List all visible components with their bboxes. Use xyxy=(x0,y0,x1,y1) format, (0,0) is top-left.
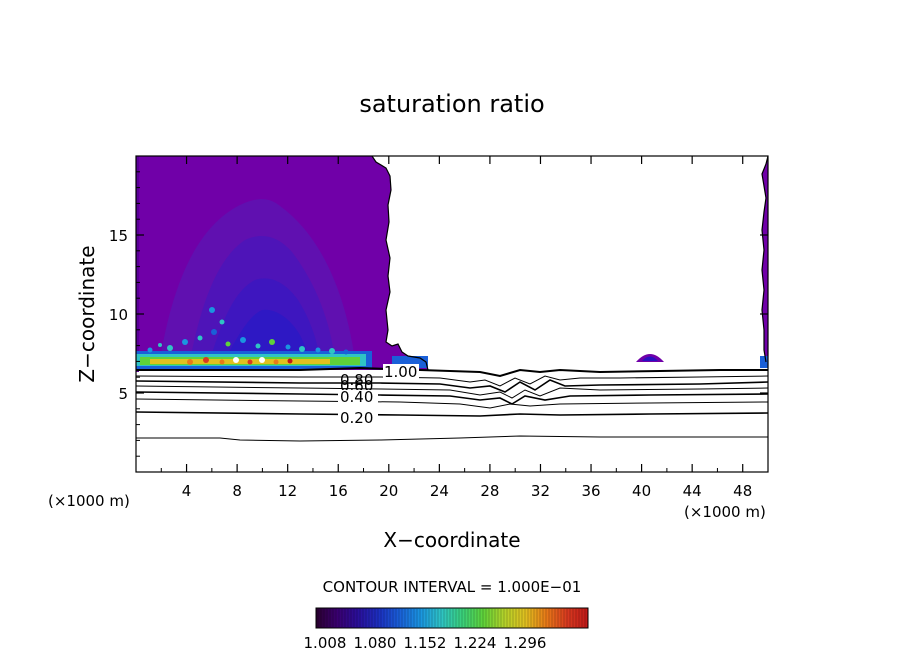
x-axis-label: X−coordinate xyxy=(383,528,520,552)
cloud-base-band-yellow xyxy=(150,359,330,364)
colorbar-tick-label: 1.152 xyxy=(404,634,447,652)
contour-label-0-80: 0.80 xyxy=(340,371,373,389)
y-axis-ticks: 5 10 15 xyxy=(109,171,768,457)
colorbar-tick-labels: 1.008 1.080 1.152 1.224 1.296 xyxy=(304,634,547,652)
contour-label-group: 1.00 0.80 0.60 0.40 0.20 xyxy=(338,363,419,427)
cloud-base-speckles xyxy=(147,307,349,365)
x-tick-label: 8 xyxy=(232,482,242,500)
x-tick-label: 16 xyxy=(329,482,348,500)
y-tick-label: 5 xyxy=(118,385,128,403)
x-tick-label: 40 xyxy=(632,482,651,500)
x-tick-label: 28 xyxy=(480,482,499,500)
y-axis-label: Z−coordinate xyxy=(75,245,99,382)
contour-label-1-00: 1.00 xyxy=(384,363,417,381)
x-tick-label: 36 xyxy=(581,482,600,500)
colorbar-tick-label: 1.296 xyxy=(504,634,547,652)
contour-interval-text: CONTOUR INTERVAL = 1.000E−01 xyxy=(323,578,582,596)
y-tick-label: 10 xyxy=(109,306,128,324)
x-axis-ticks: 4 8 12 16 20 24 28 32 36 40 44 48 xyxy=(160,156,752,500)
x-unit-left: (×1000 m) xyxy=(48,492,130,510)
x-tick-label: 24 xyxy=(430,482,449,500)
x-tick-label: 32 xyxy=(531,482,550,500)
colorbar-gradient xyxy=(315,607,589,629)
colorbar-hatching xyxy=(317,609,586,627)
x-tick-label: 4 xyxy=(182,482,192,500)
x-tick-label: 48 xyxy=(733,482,752,500)
colorbar-tick-label: 1.224 xyxy=(454,634,497,652)
chart-title: saturation ratio xyxy=(359,90,544,118)
x-unit-right: (×1000 m) xyxy=(684,503,766,521)
colorbar-tick-label: 1.008 xyxy=(304,634,347,652)
colorbar-tick-label: 1.080 xyxy=(354,634,397,652)
x-tick-label: 20 xyxy=(379,482,398,500)
contour-label-0-40: 0.40 xyxy=(340,388,373,406)
x-tick-label: 44 xyxy=(683,482,702,500)
cloud-fill-right-edge xyxy=(762,156,768,370)
x-tick-label: 12 xyxy=(278,482,297,500)
contour-label-0-20: 0.20 xyxy=(340,409,373,427)
cloud-fill-region xyxy=(136,156,768,372)
contour-lines xyxy=(136,366,768,442)
y-tick-label: 15 xyxy=(109,227,128,245)
colorbar: 1.008 1.080 1.152 1.224 1.296 xyxy=(304,607,589,652)
